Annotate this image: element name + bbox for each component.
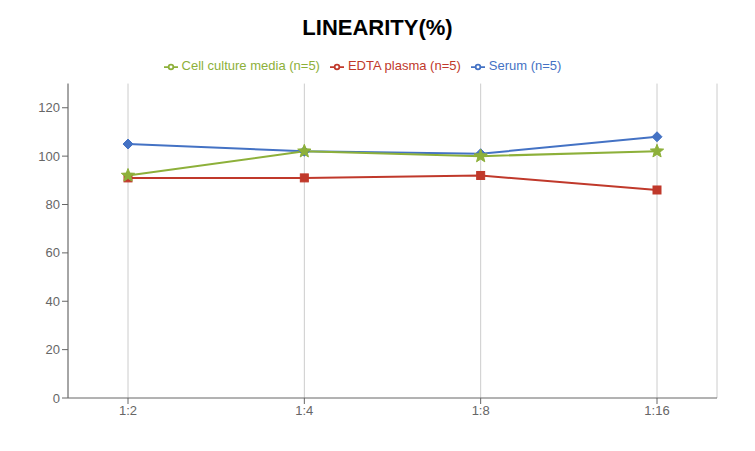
html-text:EDTA plasma (n=5): EDTA plasma (n=5) [348,58,461,73]
svg-text:60: 60 [46,245,60,260]
svg-text:120: 120 [38,100,60,115]
svg-text:1:16: 1:16 [644,403,669,418]
svg-text:1:2: 1:2 [119,403,137,418]
svg-text:40: 40 [46,294,60,309]
svg-text:0: 0 [53,391,60,406]
svg-text:100: 100 [38,149,60,164]
svg-text:20: 20 [46,342,60,357]
html-text:Serum (n=5): Serum (n=5) [488,58,562,73]
svg-text:80: 80 [46,197,60,212]
svg-text:1:8: 1:8 [472,403,490,418]
html-text:LINEARITY(%): LINEARITY(%) [302,15,453,40]
html-text:Cell culture media (n=5): Cell culture media (n=5) [181,58,320,73]
svg-text:1:4: 1:4 [295,403,313,418]
